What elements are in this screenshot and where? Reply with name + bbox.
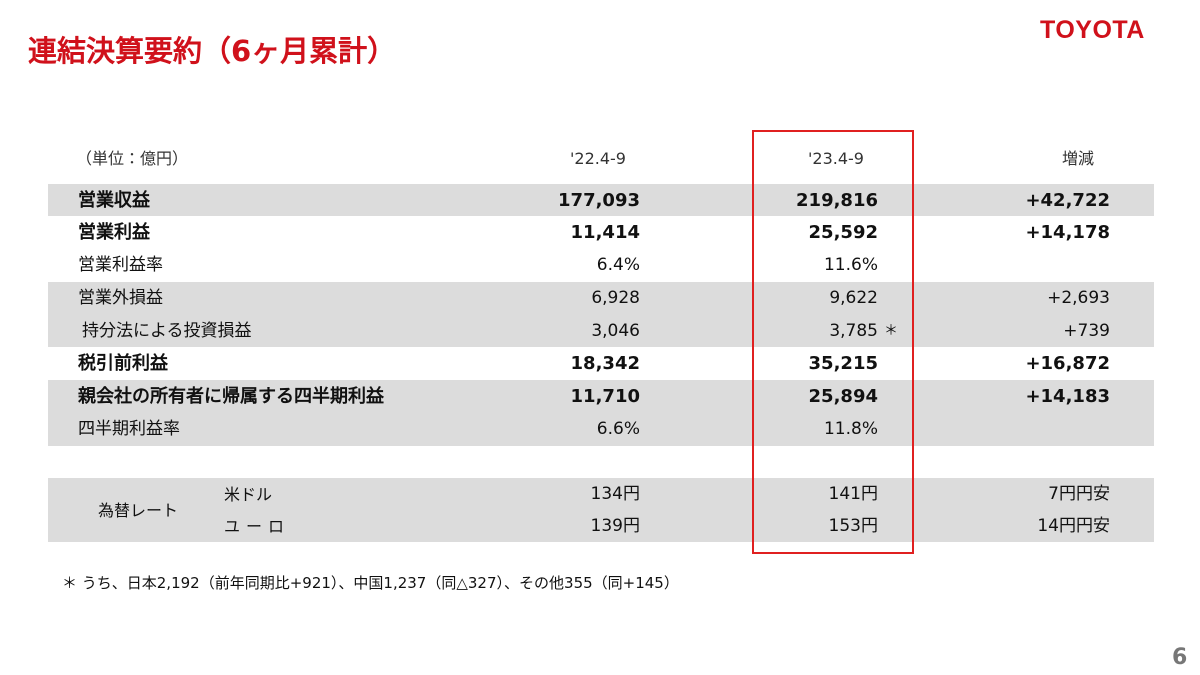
table-row: 持分法による投資損益 3,046 3,785 ＊ +739 (48, 315, 1154, 347)
row-label: 営業利益 (78, 222, 150, 243)
curr-value: 3,785 (829, 321, 878, 341)
row-label: 営業利益率 (78, 255, 163, 275)
prev-value: 11,710 (570, 386, 640, 407)
change-value: 14円円安 (1037, 516, 1110, 536)
column-header: '22.4-9 (570, 149, 626, 168)
prev-value: 3,046 (591, 321, 640, 341)
curr-value: 219,816 (796, 190, 878, 211)
prev-value: 18,342 (570, 353, 640, 374)
slide-title: 連結決算要約（6ヶ月累計） (28, 34, 397, 68)
highlight-box (752, 130, 914, 554)
change-value: +739 (1063, 321, 1110, 341)
fx-row: ユーロ 139円 153円 14円円安 (48, 510, 1154, 542)
prev-value: 6,928 (591, 288, 640, 308)
row-label: 営業収益 (78, 190, 150, 211)
prev-value: 11,414 (570, 222, 640, 243)
fx-label: 為替レート (98, 501, 179, 520)
table-row: 親会社の所有者に帰属する四半期利益 11,710 25,894 +14,183 (48, 380, 1154, 413)
curr-value: 35,215 (808, 353, 878, 374)
curr-note-mark: ＊ (884, 323, 898, 339)
curr-value: 25,894 (808, 386, 878, 407)
fx-row: 米ドル 134円 141円 7円円安 (48, 478, 1154, 510)
currency-label: 米ドル (224, 485, 273, 504)
footnote: ＊ うち、日本2,192（前年同期比+921）、中国1,237（同△327）、そ… (62, 574, 679, 592)
curr-value: 11.6% (823, 255, 878, 275)
curr-value: 25,592 (808, 222, 878, 243)
row-label: 四半期利益率 (78, 419, 180, 439)
curr-value: 11.8% (823, 419, 878, 439)
unit-label: （単位：億円） (76, 149, 189, 168)
curr-value: 9,622 (829, 288, 878, 308)
curr-value: 153円 (828, 516, 878, 536)
prev-value: 134円 (590, 484, 640, 504)
row-label: 親会社の所有者に帰属する四半期利益 (78, 386, 384, 407)
table-header: （単位：億円） '22.4-9 '23.4-9 増減 (48, 142, 1154, 175)
change-value: +14,183 (1025, 386, 1110, 407)
column-header: '23.4-9 (808, 149, 864, 168)
currency-label: ユーロ (224, 517, 291, 536)
table-row: 営業収益 177,093 219,816 +42,722 (48, 184, 1154, 216)
prev-value: 177,093 (558, 190, 640, 211)
row-label: 持分法による投資損益 (82, 321, 252, 341)
column-header: 増減 (1061, 149, 1094, 168)
curr-value: 141円 (828, 484, 878, 504)
change-value: +42,722 (1025, 190, 1110, 211)
table-row: 営業利益率 6.4% 11.6% (48, 249, 1154, 282)
change-value: +16,872 (1025, 353, 1110, 374)
table-row: 税引前利益 18,342 35,215 +16,872 (48, 347, 1154, 380)
logo: TOYOTA (1040, 16, 1145, 44)
row-label: 税引前利益 (78, 353, 168, 374)
fx-block: 為替レート 米ドル 134円 141円 7円円安ユーロ 139円 153円 14円円安 (48, 478, 1154, 542)
page-number: 6 (1172, 645, 1188, 670)
table-row: 営業外損益 6,928 9,622 +2,693 (48, 282, 1154, 315)
prev-value: 6.6% (596, 419, 640, 439)
prev-value: 6.4% (596, 255, 640, 275)
table-row: 営業利益 11,414 25,592 +14,178 (48, 216, 1154, 249)
change-value: +14,178 (1025, 222, 1110, 243)
table-row: 四半期利益率 6.6% 11.8% (48, 413, 1154, 446)
change-value: 7円円安 (1048, 484, 1110, 504)
change-value: +2,693 (1047, 288, 1110, 308)
prev-value: 139円 (590, 516, 640, 536)
row-label: 営業外損益 (78, 288, 163, 308)
